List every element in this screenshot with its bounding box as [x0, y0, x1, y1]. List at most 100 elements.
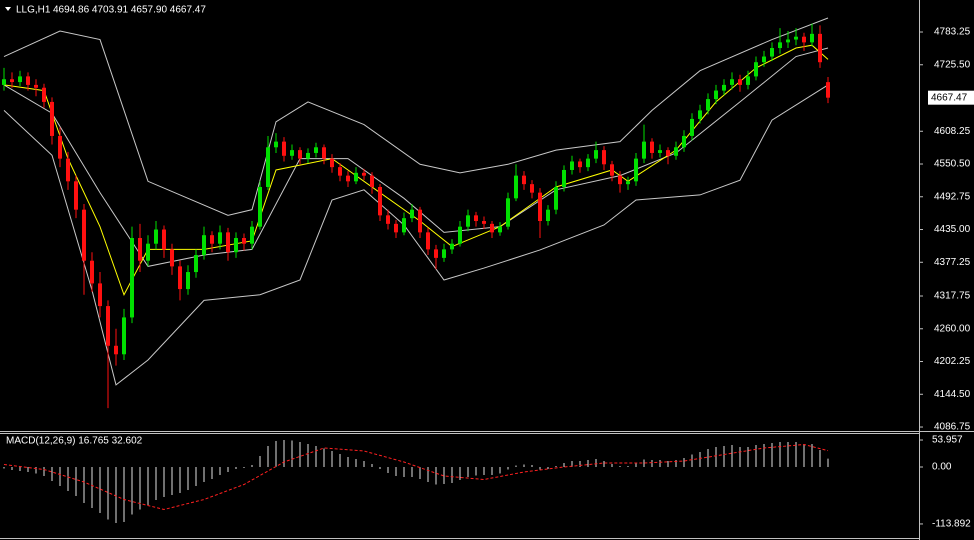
candle-body: [474, 215, 478, 222]
candle-body: [298, 150, 302, 159]
candle-body: [330, 158, 334, 168]
y-tick-label: 4550.50: [934, 159, 971, 170]
menu-arrow[interactable]: [5, 7, 11, 11]
candle-body: [802, 36, 806, 43]
candle-body: [698, 110, 702, 119]
candle-body: [434, 249, 438, 258]
candle-body: [522, 175, 526, 185]
candle-body: [42, 87, 46, 102]
candle-body: [58, 135, 62, 159]
candle-body: [514, 175, 518, 199]
candle-body: [34, 84, 38, 88]
candle-body: [218, 232, 222, 244]
candle-body: [642, 141, 646, 159]
candle-body: [362, 172, 366, 176]
candle-body: [594, 150, 598, 159]
y-tick-label: 4202.25: [934, 356, 971, 367]
candle-body: [754, 62, 758, 77]
candle-body: [2, 79, 6, 85]
candle-body: [18, 76, 22, 83]
candle-body: [66, 158, 70, 182]
candle-body: [162, 229, 166, 250]
candle-body: [458, 226, 462, 244]
candle-body: [322, 147, 326, 159]
candle-body: [306, 152, 310, 159]
candle-body: [106, 306, 110, 346]
indicator-line: [3, 44, 829, 296]
candle-body: [634, 158, 638, 182]
candle-body: [778, 42, 782, 49]
candle-body: [418, 209, 422, 233]
candle-body: [498, 226, 502, 233]
candle-body: [178, 266, 182, 290]
candle-body: [826, 82, 830, 98]
candle-body: [314, 147, 318, 153]
y-tick-label: 4725.50: [934, 59, 971, 70]
candle-body: [130, 238, 134, 318]
candle-body: [658, 150, 662, 153]
candle-body: [378, 186, 382, 216]
y-tick-label: 0.00: [932, 462, 952, 473]
ohlc-text: 4694.86 4703.91 4657.90 4667.47: [53, 5, 206, 16]
candle-body: [74, 181, 78, 210]
candle-body: [426, 232, 430, 250]
candle-body: [610, 164, 614, 176]
candle-body: [554, 186, 558, 210]
candle-body: [242, 238, 246, 244]
candle-body: [506, 198, 510, 227]
candle-body: [538, 192, 542, 222]
candle-body: [386, 215, 390, 224]
y-tick-label: 4260.00: [934, 323, 971, 334]
candle-body: [690, 118, 694, 136]
candle-body: [82, 209, 86, 261]
y-tick-label: 53.957: [932, 435, 963, 446]
candle-body: [450, 243, 454, 250]
macd-signal: [3, 443, 829, 511]
candle-body: [154, 229, 158, 244]
candle-body: [706, 99, 710, 111]
candle-body: [730, 79, 734, 85]
candle-body: [618, 175, 622, 185]
y-tick-label: 4608.25: [934, 126, 971, 137]
candle-body: [626, 181, 630, 185]
candle-body: [114, 345, 118, 355]
candle-body: [290, 150, 294, 156]
candle-body: [578, 161, 582, 168]
candle-body: [10, 79, 14, 83]
candle-body: [674, 147, 678, 156]
candle-body: [762, 56, 766, 63]
candle-body: [338, 167, 342, 176]
candle-body: [722, 84, 726, 91]
candle-body: [122, 317, 126, 355]
candle-body: [138, 238, 142, 261]
candle-body: [346, 175, 350, 182]
candle-body: [714, 90, 718, 100]
candle-body: [146, 243, 150, 261]
candle-body: [90, 260, 94, 284]
y-tick-label: 4317.75: [934, 291, 971, 302]
candle-body: [26, 76, 30, 85]
candle-body: [770, 48, 774, 57]
candle-body: [562, 169, 566, 187]
candle-body: [394, 223, 398, 233]
candle-body: [738, 79, 742, 85]
y-tick-label: -113.892: [932, 519, 971, 530]
y-tick-label: 4377.25: [934, 257, 971, 268]
y-tick-label: 4144.50: [934, 389, 971, 400]
candle-body: [786, 39, 790, 43]
current-price-label: 4667.47: [931, 92, 968, 103]
candle-body: [282, 141, 286, 156]
indicator-line: [3, 17, 829, 216]
candle-body: [234, 238, 238, 253]
candle-body: [466, 215, 470, 227]
candle-body: [258, 186, 262, 227]
candle-body: [746, 76, 750, 85]
candle-body: [226, 232, 230, 253]
y-tick-label: 4435.00: [934, 224, 971, 235]
candle-body: [530, 184, 534, 193]
current-price-box: [928, 90, 974, 105]
candle-body: [810, 33, 814, 43]
symbol-title: LLG,H1: [16, 5, 51, 16]
candle-body: [794, 36, 798, 40]
